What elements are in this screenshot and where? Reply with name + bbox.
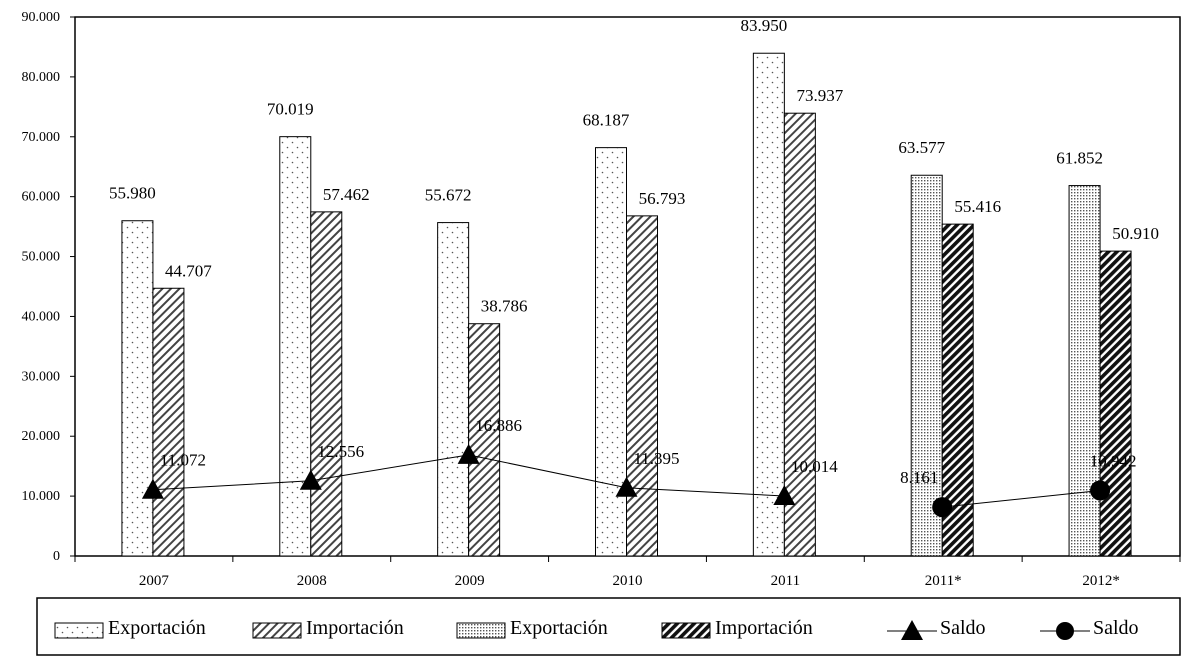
bar-exportaci-ndots (437, 222, 470, 557)
x-tick-label: 2010 (613, 573, 643, 589)
x-tick-label: 2012* (1082, 573, 1120, 589)
bar-importaci-ndiag-light (310, 211, 343, 557)
x-tick-label: 2011 (771, 573, 800, 589)
legend-swatch (252, 622, 302, 639)
legend-swatch (661, 622, 711, 639)
bar-importaci-ndiag-light (468, 323, 501, 557)
bar-importaci-ndiag-light (152, 287, 185, 557)
saldo-value-label: 10.014 (791, 457, 838, 476)
bar-exportaci-ndots (279, 136, 312, 557)
bar-value-label: 73.937 (796, 86, 843, 105)
saldo-marker-circle (1090, 480, 1111, 501)
y-tick-label: 60.000 (22, 190, 61, 205)
y-tick-label: 80.000 (22, 70, 61, 85)
bar-importaci-ndiag-light (626, 215, 658, 557)
bar-value-label: 55.672 (425, 186, 472, 205)
bar-value-label: 57.462 (323, 185, 370, 204)
plot-area: 0 10.000 20.000 30.000 40.000 50.000 60.000 70.… (22, 10, 1181, 589)
legend: Exportación Importación Exportación Importa… (36, 597, 1181, 656)
y-tick-label: 10.000 (22, 489, 61, 504)
legend-label: Exportación (510, 617, 608, 639)
saldo-marker-triangle (457, 443, 480, 464)
saldo-value-label: 11.072 (160, 451, 206, 470)
bar-exportaci-ndense-dots (910, 174, 943, 557)
bar-value-label: 50.910 (1112, 224, 1159, 243)
legend-label: Exportación (108, 617, 206, 639)
y-tick-label: 30.000 (22, 369, 61, 384)
legend-swatch (54, 622, 104, 639)
saldo-value-label: 8.161 (900, 468, 938, 487)
bar-exportaci-ndots (752, 52, 785, 557)
x-tick-label: 2011* (925, 573, 962, 589)
legend-swatch (456, 622, 506, 639)
legend-frame (36, 597, 1181, 656)
bar-value-label: 38.786 (481, 297, 528, 316)
legend-circle-marker (1056, 622, 1074, 640)
saldo-marker-triangle (299, 469, 322, 490)
bar-exportaci-ndots (121, 220, 154, 557)
saldo-value-label: 11.395 (633, 449, 679, 468)
y-tick-label: 70.000 (22, 130, 61, 145)
legend-label: Saldo (1093, 617, 1139, 639)
bar-importaci-ndiag-dark (1099, 250, 1132, 557)
y-tick-label: 20.000 (22, 429, 61, 444)
x-tick-label: 2009 (455, 573, 485, 589)
y-tick-label: 50.000 (22, 250, 61, 265)
saldo-marker-triangle (773, 485, 796, 506)
x-tick-label: 2007 (139, 573, 170, 589)
bar-value-label: 56.793 (639, 189, 686, 208)
saldo-marker-circle (932, 497, 953, 518)
bar-importaci-ndiag-light (783, 112, 816, 557)
bar-value-label: 83.950 (740, 16, 787, 35)
y-tick-label: 40.000 (22, 309, 61, 324)
saldo-marker-triangle (141, 478, 164, 499)
saldo-value-label: 12.556 (317, 442, 364, 461)
bar-value-label: 63.577 (898, 138, 945, 157)
saldo-line (942, 489, 1101, 508)
legend-triangle-marker (901, 620, 923, 640)
saldo-value-label: 10.942 (1090, 451, 1137, 470)
bar-value-label: 55.980 (109, 184, 156, 203)
saldo-value-label: 16.886 (475, 416, 522, 435)
bar-exportaci-ndense-dots (1068, 185, 1101, 557)
bar-value-label: 44.707 (165, 261, 212, 280)
y-tick-label: 90.000 (22, 10, 61, 25)
legend-label: Importación (715, 617, 813, 639)
legend-label: Saldo (940, 617, 986, 639)
y-tick-label: 0 (53, 549, 60, 564)
bar-value-label: 55.416 (954, 197, 1001, 216)
bar-value-label: 70.019 (267, 100, 314, 119)
bar-value-label: 68.187 (583, 111, 630, 130)
legend-label: Importación (306, 617, 404, 639)
saldo-marker-triangle (615, 476, 638, 497)
bar-value-label: 61.852 (1056, 149, 1103, 168)
x-tick-label: 2008 (297, 573, 327, 589)
